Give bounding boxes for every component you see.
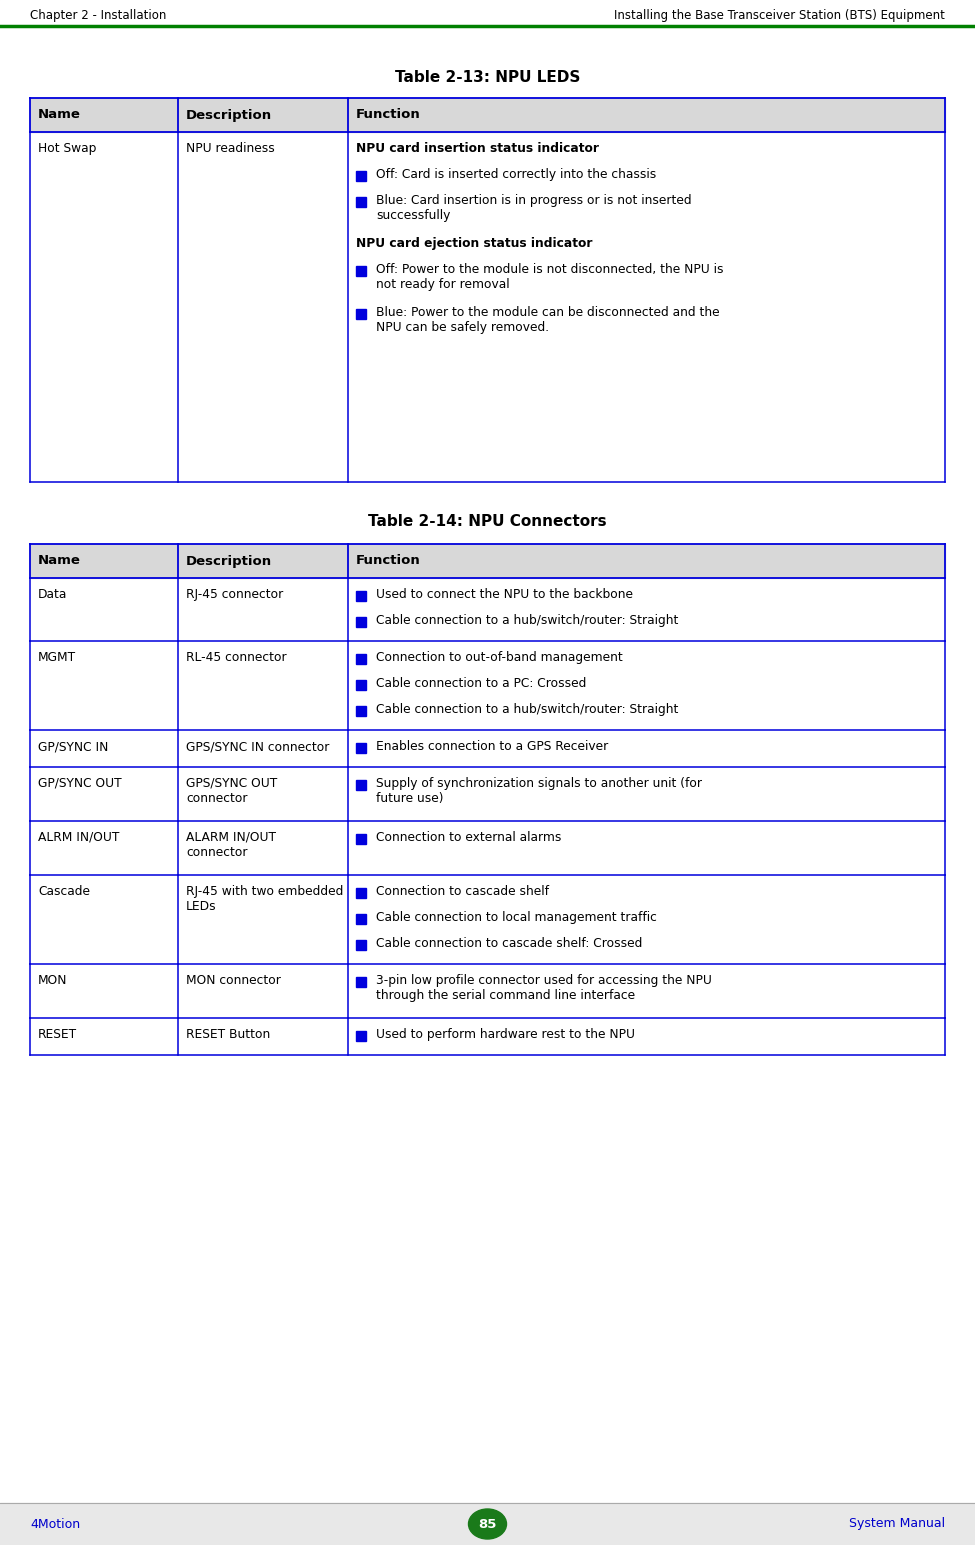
Bar: [30, 874, 945, 964]
Text: 3-pin low profile connector used for accessing the NPU
through the serial comman: 3-pin low profile connector used for acc…: [376, 973, 712, 1003]
Bar: [356, 654, 366, 664]
Text: Cable connection to cascade shelf: Crossed: Cable connection to cascade shelf: Cross…: [376, 936, 643, 950]
Bar: [30, 964, 945, 1018]
Text: Chapter 2 - Installation: Chapter 2 - Installation: [30, 9, 167, 23]
Text: Used to connect the NPU to the backbone: Used to connect the NPU to the backbone: [376, 589, 633, 601]
Bar: [30, 1018, 945, 1055]
Ellipse shape: [469, 1509, 506, 1539]
Text: Function: Function: [356, 108, 421, 122]
Text: 85: 85: [479, 1517, 496, 1531]
Text: GP/SYNC IN: GP/SYNC IN: [38, 740, 108, 752]
Text: Cable connection to a hub/switch/router: Straight: Cable connection to a hub/switch/router:…: [376, 613, 679, 627]
Text: Used to perform hardware rest to the NPU: Used to perform hardware rest to the NPU: [376, 1027, 635, 1041]
Text: RESET: RESET: [38, 1027, 77, 1041]
Bar: [0, 1503, 975, 1545]
Text: Data: Data: [38, 589, 67, 601]
Bar: [30, 544, 945, 578]
Text: RJ-45 connector: RJ-45 connector: [186, 589, 284, 601]
Bar: [356, 171, 366, 181]
Text: Name: Name: [38, 108, 81, 122]
Text: RL-45 connector: RL-45 connector: [186, 650, 287, 664]
Bar: [356, 198, 366, 207]
Bar: [356, 939, 366, 950]
Text: Cable connection to local management traffic: Cable connection to local management tra…: [376, 912, 657, 924]
Text: NPU card insertion status indicator: NPU card insertion status indicator: [356, 142, 599, 154]
Bar: [356, 616, 366, 627]
Bar: [30, 820, 945, 874]
Text: Supply of synchronization signals to another unit (for
future use): Supply of synchronization signals to ano…: [376, 777, 702, 805]
Text: Connection to out-of-band management: Connection to out-of-band management: [376, 650, 623, 664]
Bar: [356, 780, 366, 789]
Text: Connection to external alarms: Connection to external alarms: [376, 831, 562, 844]
Text: Cascade: Cascade: [38, 885, 90, 898]
Text: Blue: Power to the module can be disconnected and the
NPU can be safely removed.: Blue: Power to the module can be disconn…: [376, 306, 720, 334]
Text: Table 2-13: NPU LEDS: Table 2-13: NPU LEDS: [395, 71, 580, 85]
Text: MON connector: MON connector: [186, 973, 281, 987]
Text: Description: Description: [186, 108, 272, 122]
Text: Installing the Base Transceiver Station (BTS) Equipment: Installing the Base Transceiver Station …: [614, 9, 945, 23]
Text: Off: Power to the module is not disconnected, the NPU is
not ready for removal: Off: Power to the module is not disconne…: [376, 263, 723, 290]
Text: Hot Swap: Hot Swap: [38, 142, 97, 154]
Bar: [356, 309, 366, 318]
Text: ALARM IN/OUT
connector: ALARM IN/OUT connector: [186, 831, 276, 859]
Text: MGMT: MGMT: [38, 650, 76, 664]
Text: GPS/SYNC IN connector: GPS/SYNC IN connector: [186, 740, 330, 752]
Text: Description: Description: [186, 555, 272, 567]
Bar: [30, 766, 945, 820]
Text: MON: MON: [38, 973, 67, 987]
Bar: [356, 743, 366, 752]
Bar: [356, 915, 366, 924]
Text: Enables connection to a GPS Receiver: Enables connection to a GPS Receiver: [376, 740, 608, 752]
Bar: [356, 976, 366, 987]
Bar: [30, 97, 945, 131]
Text: NPU card ejection status indicator: NPU card ejection status indicator: [356, 236, 593, 250]
Bar: [356, 266, 366, 277]
Text: RJ-45 with two embedded
LEDs: RJ-45 with two embedded LEDs: [186, 885, 343, 913]
Text: RESET Button: RESET Button: [186, 1027, 270, 1041]
Bar: [356, 592, 366, 601]
Bar: [30, 729, 945, 766]
Bar: [356, 680, 366, 691]
Bar: [356, 888, 366, 898]
Bar: [30, 131, 945, 482]
Text: ALRM IN/OUT: ALRM IN/OUT: [38, 831, 119, 844]
Bar: [356, 706, 366, 715]
Text: Connection to cascade shelf: Connection to cascade shelf: [376, 885, 549, 898]
Text: Function: Function: [356, 555, 421, 567]
Bar: [356, 1031, 366, 1041]
Text: Table 2-14: NPU Connectors: Table 2-14: NPU Connectors: [369, 514, 606, 530]
Bar: [356, 834, 366, 844]
Text: System Manual: System Manual: [849, 1517, 945, 1531]
Text: Blue: Card insertion is in progress or is not inserted
successfully: Blue: Card insertion is in progress or i…: [376, 195, 691, 222]
Text: Cable connection to a PC: Crossed: Cable connection to a PC: Crossed: [376, 677, 586, 691]
Text: Cable connection to a hub/switch/router: Straight: Cable connection to a hub/switch/router:…: [376, 703, 679, 715]
Bar: [30, 578, 945, 641]
Bar: [30, 641, 945, 729]
Text: NPU readiness: NPU readiness: [186, 142, 275, 154]
Text: GP/SYNC OUT: GP/SYNC OUT: [38, 777, 122, 789]
Text: Off: Card is inserted correctly into the chassis: Off: Card is inserted correctly into the…: [376, 168, 656, 181]
Text: 4Motion: 4Motion: [30, 1517, 80, 1531]
Text: GPS/SYNC OUT
connector: GPS/SYNC OUT connector: [186, 777, 277, 805]
Text: Name: Name: [38, 555, 81, 567]
